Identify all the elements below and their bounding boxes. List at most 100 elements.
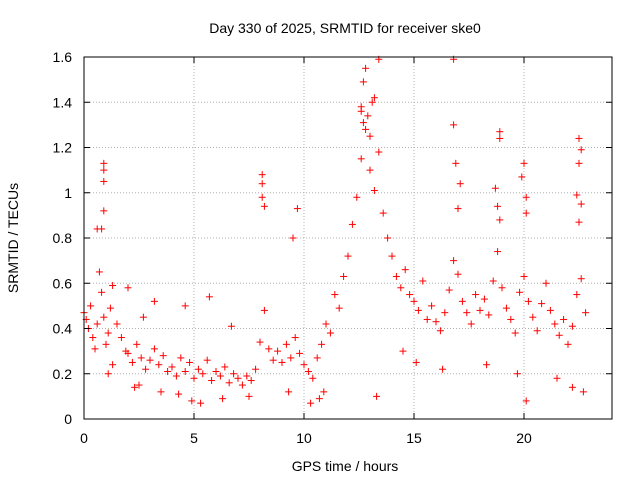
data-point xyxy=(439,365,447,373)
data-point xyxy=(199,370,207,378)
data-point xyxy=(564,340,572,348)
data-point xyxy=(414,306,422,314)
data-point xyxy=(560,315,568,323)
data-point xyxy=(364,112,372,120)
data-point xyxy=(265,345,273,353)
data-point xyxy=(315,395,323,403)
data-point xyxy=(205,293,213,301)
data-point xyxy=(109,282,117,290)
y-tick-label: 0.6 xyxy=(53,275,73,291)
data-point xyxy=(522,193,530,201)
data-point xyxy=(258,180,266,188)
data-point xyxy=(260,306,268,314)
data-point xyxy=(573,291,581,299)
y-axis-label: SRMTID / TECUs xyxy=(5,183,21,293)
data-point xyxy=(340,272,348,280)
data-point xyxy=(419,277,427,285)
data-point xyxy=(368,98,376,106)
data-point xyxy=(100,177,108,185)
y-tick-label: 1.2 xyxy=(53,140,73,156)
data-point xyxy=(373,392,381,400)
data-point xyxy=(432,318,440,326)
data-point xyxy=(357,107,365,115)
data-point xyxy=(150,297,158,305)
x-tick-label: 0 xyxy=(80,430,88,446)
data-point xyxy=(575,218,583,226)
data-point xyxy=(410,297,418,305)
data-point xyxy=(157,388,165,396)
x-tick-label: 5 xyxy=(190,430,198,446)
x-axis-label: GPS time / hours xyxy=(292,458,399,474)
data-point xyxy=(234,374,242,382)
data-point xyxy=(269,356,277,364)
data-point xyxy=(260,202,268,210)
data-point xyxy=(87,302,95,310)
data-point xyxy=(366,166,374,174)
data-point xyxy=(573,191,581,199)
data-point xyxy=(188,397,196,405)
data-point xyxy=(296,349,304,357)
data-points xyxy=(80,55,590,407)
data-point xyxy=(159,352,167,360)
data-point xyxy=(190,374,198,382)
plot-frame xyxy=(83,56,613,420)
data-point xyxy=(362,125,370,133)
data-point xyxy=(496,216,504,224)
data-point xyxy=(172,372,180,380)
data-point xyxy=(238,381,246,389)
data-point xyxy=(491,184,499,192)
data-point xyxy=(436,327,444,335)
data-point xyxy=(476,306,484,314)
data-point xyxy=(522,209,530,217)
data-point xyxy=(507,315,515,323)
data-point xyxy=(348,220,356,228)
data-point xyxy=(542,279,550,287)
data-point xyxy=(344,252,352,260)
data-point xyxy=(568,322,576,330)
data-point xyxy=(289,234,297,242)
data-point xyxy=(322,320,330,328)
data-point xyxy=(582,309,590,317)
data-point xyxy=(331,291,339,299)
data-point xyxy=(146,356,154,364)
data-point xyxy=(575,134,583,142)
data-point xyxy=(496,134,504,142)
data-point xyxy=(227,322,235,330)
data-point xyxy=(502,304,510,312)
data-point xyxy=(498,284,506,292)
data-point xyxy=(133,340,141,348)
data-point xyxy=(91,345,99,353)
data-point xyxy=(353,193,361,201)
data-point xyxy=(216,372,224,380)
y-tick-label: 0.4 xyxy=(53,321,73,337)
data-point xyxy=(117,334,125,342)
data-point xyxy=(375,148,383,156)
data-point xyxy=(441,309,449,317)
data-point xyxy=(291,334,299,342)
data-point xyxy=(568,383,576,391)
y-tick-label: 1 xyxy=(64,185,72,201)
data-point xyxy=(221,363,229,371)
data-point xyxy=(95,268,103,276)
data-point xyxy=(496,128,504,136)
data-point xyxy=(520,159,528,167)
data-point xyxy=(208,377,216,385)
data-point xyxy=(104,329,112,337)
data-point xyxy=(219,395,227,403)
data-point xyxy=(494,248,502,256)
data-point xyxy=(472,291,480,299)
data-point xyxy=(480,295,488,303)
data-point xyxy=(93,320,101,328)
data-point xyxy=(177,354,185,362)
data-point xyxy=(194,365,202,373)
data-point xyxy=(370,186,378,194)
data-point xyxy=(520,272,528,280)
data-point xyxy=(309,374,317,382)
data-point xyxy=(100,207,108,215)
data-point xyxy=(518,173,526,181)
data-point xyxy=(494,202,502,210)
data-point xyxy=(89,334,97,342)
data-point xyxy=(489,277,497,285)
data-point xyxy=(197,399,205,407)
data-point xyxy=(326,329,334,337)
